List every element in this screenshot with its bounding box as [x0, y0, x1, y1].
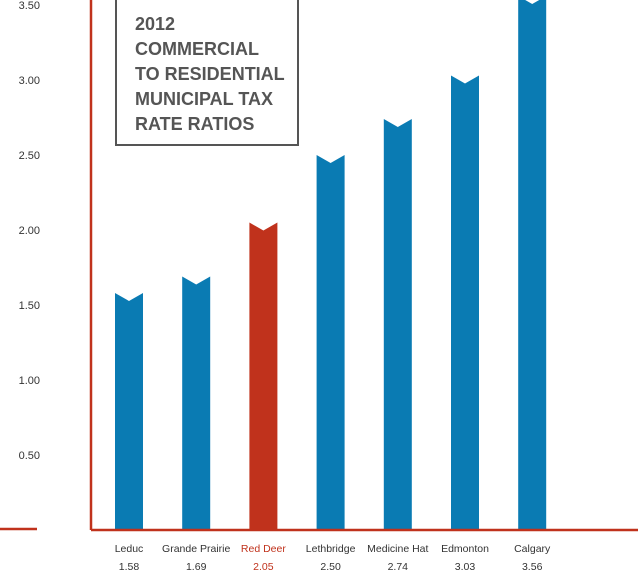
y-axis-ticks: 0.50 1.00 1.50 2.00 2.50 3.00 3.50 [19, 0, 40, 462]
value-label: 1.69 [186, 561, 207, 573]
category-label: Edmonton [441, 543, 489, 555]
category-label: Calgary [514, 543, 551, 555]
y-tick-label: 2.50 [19, 150, 40, 162]
value-label: 2.05 [253, 561, 274, 573]
bar [316, 155, 345, 530]
bar [518, 0, 547, 530]
category-label: Red Deer [241, 543, 286, 555]
bar [249, 222, 278, 530]
value-label: 3.03 [455, 561, 476, 573]
y-tick-label: 1.50 [19, 300, 40, 312]
y-tick-label: 3.00 [19, 75, 40, 87]
category-label: Lethbridge [306, 543, 356, 555]
value-label: 2.74 [388, 561, 409, 573]
value-label: 2.50 [320, 561, 341, 573]
value-label: 1.58 [119, 561, 140, 573]
value-label: 3.56 [522, 561, 543, 573]
category-labels: Leduc 1.58 Grande Prairie 1.69 Red Deer 2.05 L… [115, 543, 551, 573]
bars [115, 0, 547, 530]
bar [182, 276, 211, 530]
bar [115, 293, 143, 530]
y-tick-label: 2.00 [19, 225, 40, 237]
bar [383, 119, 412, 530]
chart-title: 2012 COMMERCIAL TO RESIDENTIAL MUNICIPAL… [135, 14, 285, 134]
category-label: Medicine Hat [367, 543, 428, 555]
bar [451, 75, 479, 530]
y-tick-label: 1.00 [19, 375, 40, 387]
category-label: Grande Prairie [162, 543, 230, 555]
y-tick-label: 0.50 [19, 450, 40, 462]
category-label: Leduc [115, 543, 144, 555]
chart-title-box: 2012 COMMERCIAL TO RESIDENTIAL MUNICIPAL… [115, 0, 299, 146]
axes [0, 0, 638, 532]
y-tick-label: 3.50 [19, 0, 40, 12]
